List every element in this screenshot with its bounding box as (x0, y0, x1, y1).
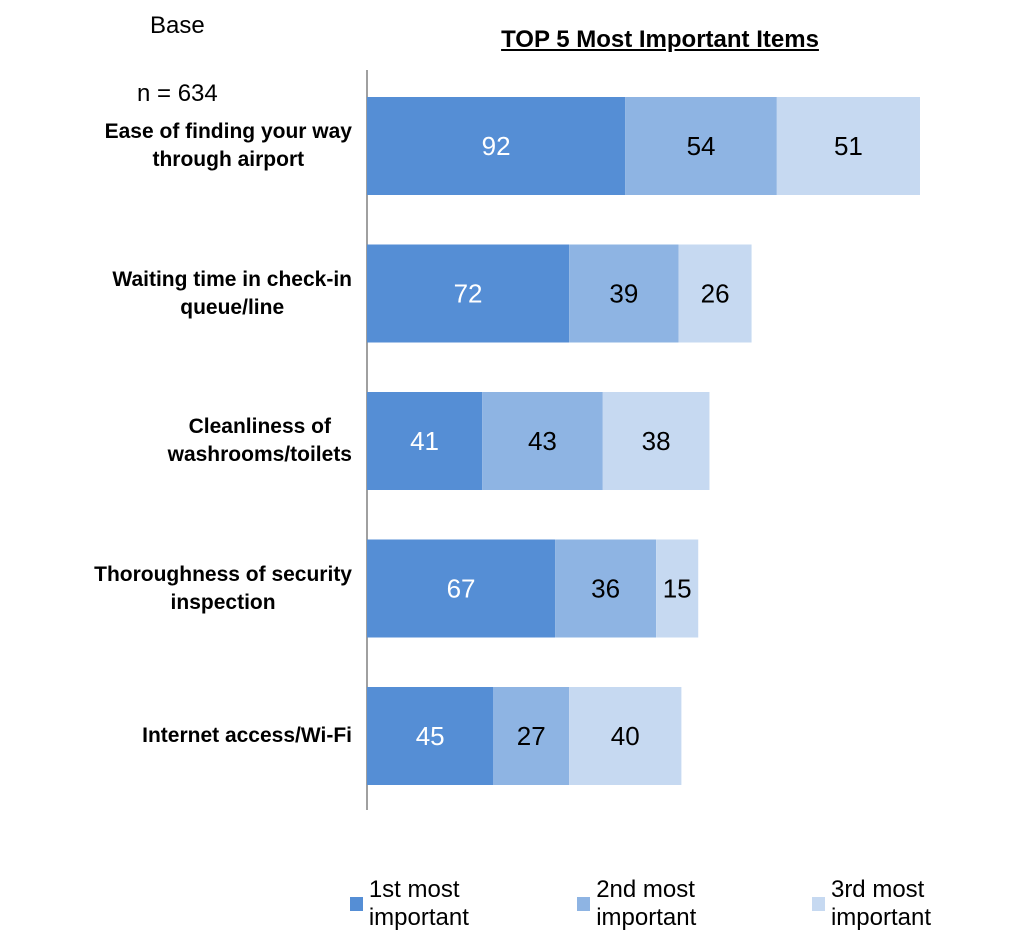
data-label: 72 (454, 279, 483, 309)
data-label: 15 (663, 574, 692, 604)
bar-segment (569, 687, 682, 785)
bar-segment (625, 97, 777, 195)
category-label-text: Ease of finding your way through airport (104, 120, 352, 171)
category-label-text: Cleanliness of washrooms/toilets (167, 415, 352, 466)
bar-segment (482, 392, 603, 490)
category-label-text: Waiting time in check-in queue/line (112, 267, 352, 319)
bar-segment (569, 244, 679, 343)
legend-item: 1st most important (350, 876, 549, 932)
legend-item: 2nd most important (577, 876, 784, 932)
bar-segment (367, 392, 483, 490)
category-label: Waiting time in check-in queue/line (0, 245, 352, 343)
data-label: 43 (528, 426, 557, 456)
data-label: 36 (591, 574, 620, 604)
data-label: 45 (416, 721, 445, 751)
data-label: 40 (611, 721, 640, 751)
category-label: Cleanliness of washrooms/toilets (0, 392, 352, 490)
legend-label: 3rd most important (830, 876, 932, 931)
chart-title: TOP 5 Most Important Items (501, 26, 819, 53)
data-label: 39 (609, 279, 638, 309)
data-label: 54 (687, 131, 716, 161)
legend-swatch (350, 897, 363, 911)
bar-segment (602, 392, 710, 490)
category-label: Ease of finding your way through airport (0, 97, 352, 195)
stacked-bar-chart: 92 54 51 72 39 26 41 43 38 67 36 15 45 27 40 (366, 70, 920, 810)
bar-segment (555, 539, 657, 638)
legend-label: 1st most important (368, 876, 469, 931)
data-label: 41 (410, 426, 439, 456)
data-label: 67 (447, 574, 476, 604)
data-label: 27 (517, 721, 546, 751)
bar-segment (493, 687, 570, 785)
legend-swatch (577, 897, 591, 911)
legend-item: 3rd most important (812, 876, 1014, 932)
category-label: Internet access/Wi-Fi (0, 687, 352, 785)
base-label: Base (150, 12, 205, 39)
data-label: 92 (482, 131, 511, 161)
bar-segment (678, 244, 752, 343)
category-label-text: Internet access/Wi-Fi (142, 724, 352, 747)
sample-size-label: n = 634 (137, 80, 218, 107)
bar-segment (656, 539, 699, 638)
data-label: 38 (642, 426, 671, 456)
legend-swatch (812, 897, 825, 911)
bar-segment (367, 687, 494, 785)
bar-segment (367, 97, 626, 195)
bar-segment (776, 97, 920, 195)
category-label-text: Thoroughness of security inspection (94, 562, 352, 614)
bar-segment (367, 244, 570, 343)
legend-label: 2nd most important (596, 876, 697, 931)
category-label: Thoroughness of security inspection (0, 540, 352, 638)
data-label: 51 (834, 131, 863, 161)
bar-segment (367, 539, 556, 638)
chart-legend: 1st most important 2nd most important 3rd … (350, 876, 1014, 932)
data-label: 26 (701, 279, 730, 309)
